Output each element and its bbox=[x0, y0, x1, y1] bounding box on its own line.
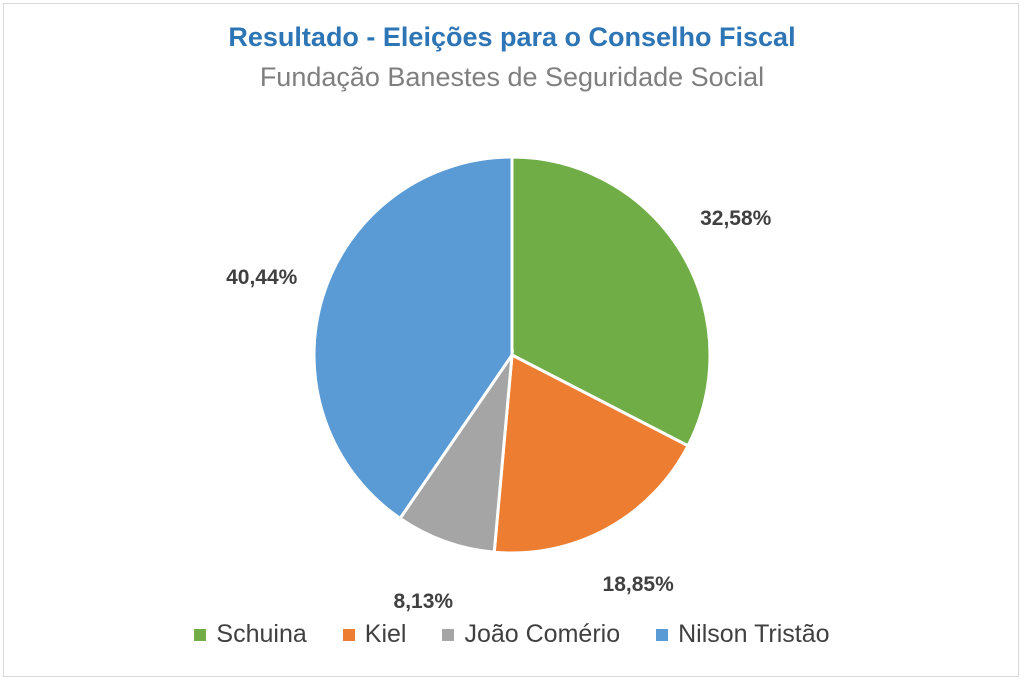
pie-slice-kiel bbox=[492, 352, 690, 555]
legend-swatch-joao-comerio bbox=[442, 628, 455, 641]
legend-swatch-schuina bbox=[194, 628, 207, 641]
legend-item-joao-comerio: João Comério bbox=[442, 620, 620, 649]
data-label-schuina: 32,58% bbox=[700, 207, 772, 230]
pie-slice-schuina bbox=[510, 155, 712, 448]
chart-subtitle: Fundação Banestes de Seguridade Social bbox=[259, 62, 765, 92]
legend-swatch-nilson-tristao bbox=[656, 628, 669, 641]
pie-slice-joao-comerio bbox=[398, 349, 515, 554]
legend-label-kiel: Kiel bbox=[364, 620, 407, 648]
legend-swatch-kiel bbox=[342, 628, 355, 641]
legend-label-schuina: Schuina bbox=[216, 620, 307, 648]
pie-slice-nilson-tristao bbox=[312, 155, 514, 521]
data-label-kiel: 18,85% bbox=[603, 573, 675, 596]
data-label-joao-comerio: 8,13% bbox=[394, 590, 454, 613]
chart-title: Resultado - Eleições para o Conselho Fis… bbox=[228, 22, 796, 52]
legend-label-nilson-tristao: Nilson Tristão bbox=[678, 620, 830, 648]
legend-item-schuina: Schuina bbox=[194, 620, 307, 649]
legend-item-kiel: Kiel bbox=[342, 620, 407, 649]
legend-item-nilson-tristao: Nilson Tristão bbox=[656, 620, 830, 649]
legend-label-joao-comerio: João Comério bbox=[464, 620, 621, 648]
legend: Schuina Kiel João Comério Nilson Tristão bbox=[0, 620, 1024, 649]
data-label-nilson-tristao: 40,44% bbox=[226, 266, 298, 289]
